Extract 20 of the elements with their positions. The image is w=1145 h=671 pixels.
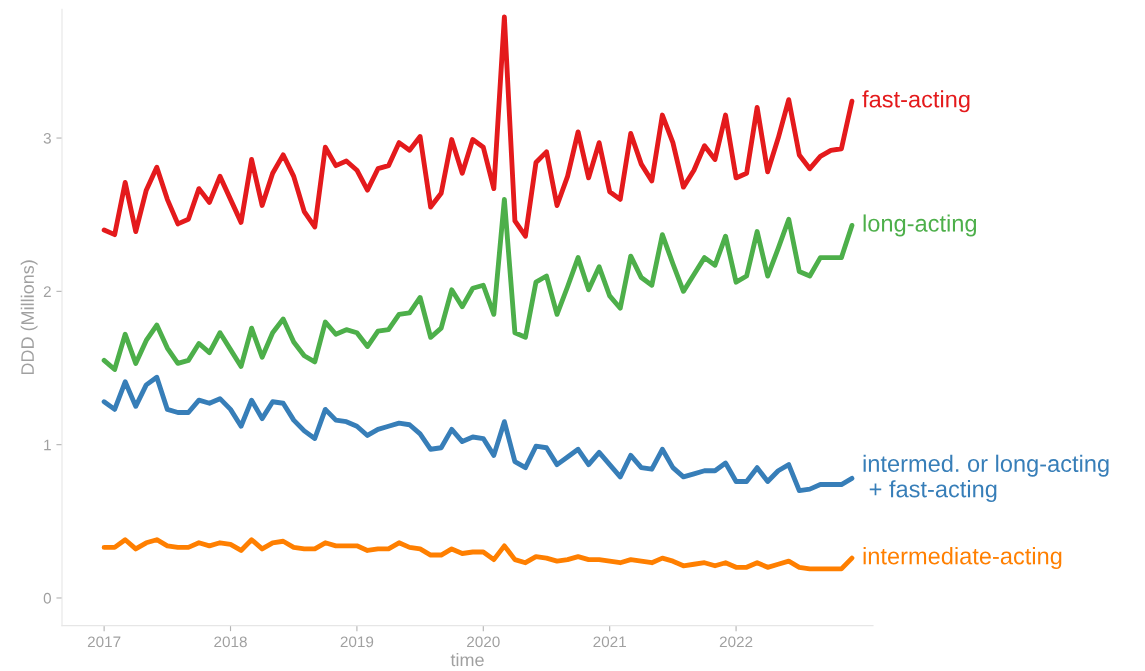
x-axis-title: time bbox=[450, 653, 484, 667]
series-label: intermediate-acting bbox=[863, 547, 1062, 570]
y-tick-label: 1 bbox=[44, 439, 51, 451]
line-series bbox=[101, 537, 855, 572]
line-series bbox=[101, 14, 855, 239]
x-tick-label: 2019 bbox=[340, 636, 374, 648]
x-tick-label: 2022 bbox=[719, 636, 753, 648]
x-tick-label: 2018 bbox=[214, 636, 247, 648]
y-tick-label: 2 bbox=[43, 286, 51, 297]
line-series bbox=[101, 196, 855, 372]
series-label: long-acting bbox=[863, 214, 977, 237]
series-label: fast-acting bbox=[862, 90, 970, 113]
line-series bbox=[101, 374, 855, 494]
y-axis-title: DDD (Millions) bbox=[20, 260, 38, 375]
y-tick-label: 3 bbox=[43, 132, 51, 144]
series-label: intermed. or long-acting + fast-acting bbox=[863, 454, 1109, 503]
x-tick-label: 2017 bbox=[87, 636, 121, 648]
x-tick-label: 2021 bbox=[593, 636, 626, 648]
y-tick-label: 0 bbox=[43, 592, 51, 604]
x-tick-label: 2020 bbox=[467, 636, 500, 648]
